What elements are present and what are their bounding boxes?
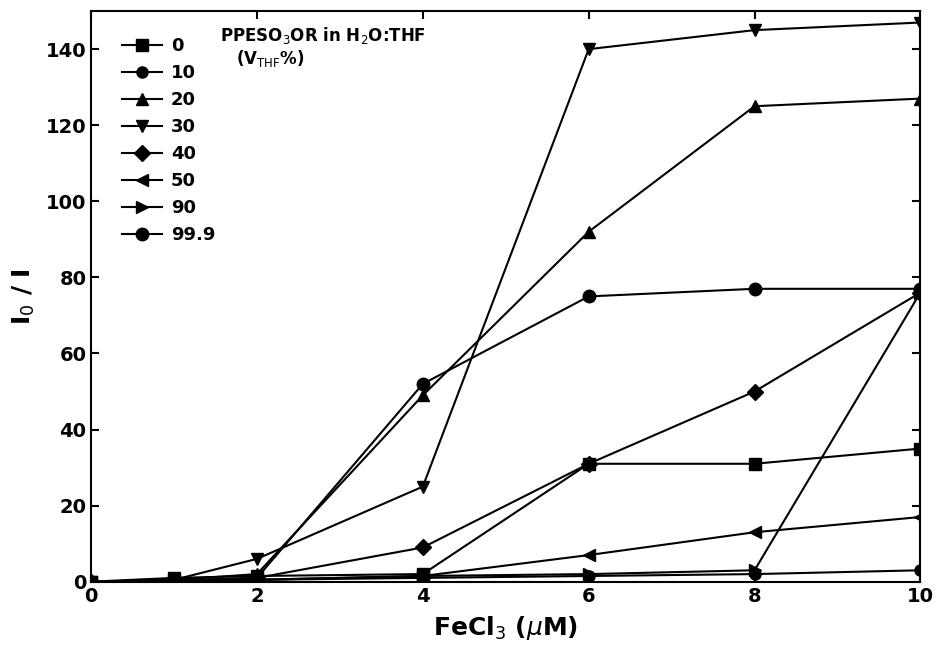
- 0: [748, 460, 759, 468]
- Line: 99.9: 99.9: [85, 283, 926, 588]
- 0: [416, 570, 428, 578]
- Line: 20: 20: [85, 92, 926, 588]
- 10: [748, 570, 759, 578]
- 99.9: [168, 577, 179, 584]
- 40: [168, 577, 179, 584]
- 90: [748, 566, 759, 574]
- 50: [914, 513, 925, 521]
- 40: [251, 574, 262, 582]
- 30: [168, 576, 179, 584]
- 20: [416, 391, 428, 399]
- 50: [582, 551, 594, 559]
- 20: [582, 228, 594, 236]
- 50: [85, 578, 96, 586]
- 20: [251, 570, 262, 578]
- 30: [416, 483, 428, 490]
- 99.9: [914, 285, 925, 293]
- 99.9: [85, 578, 96, 586]
- Line: 0: 0: [86, 443, 925, 587]
- 0: [251, 572, 262, 580]
- X-axis label: FeCl$_3$ ($\mu$M): FeCl$_3$ ($\mu$M): [432, 614, 578, 642]
- 99.9: [251, 574, 262, 582]
- 40: [582, 460, 594, 468]
- 50: [416, 572, 428, 580]
- 90: [416, 572, 428, 580]
- 20: [748, 103, 759, 110]
- 40: [416, 543, 428, 551]
- Legend: 0, 10, 20, 30, 40, 50, 90, 99.9: 0, 10, 20, 30, 40, 50, 90, 99.9: [117, 31, 221, 249]
- Line: 90: 90: [85, 287, 926, 588]
- 40: [914, 289, 925, 296]
- 10: [251, 576, 262, 584]
- 99.9: [416, 380, 428, 388]
- 0: [168, 574, 179, 582]
- 99.9: [748, 285, 759, 293]
- 90: [251, 576, 262, 584]
- 10: [582, 572, 594, 580]
- Line: 10: 10: [86, 565, 925, 587]
- Line: 30: 30: [85, 16, 926, 588]
- 90: [168, 577, 179, 584]
- 30: [85, 578, 96, 586]
- 0: [914, 445, 925, 453]
- 20: [85, 578, 96, 586]
- 10: [416, 574, 428, 582]
- Line: 50: 50: [85, 511, 926, 588]
- 40: [85, 578, 96, 586]
- 20: [914, 95, 925, 103]
- 99.9: [582, 293, 594, 300]
- 10: [168, 577, 179, 584]
- 30: [748, 26, 759, 34]
- 90: [85, 578, 96, 586]
- 90: [582, 570, 594, 578]
- 0: [85, 578, 96, 586]
- 90: [914, 289, 925, 296]
- Y-axis label: I$_0$ / I: I$_0$ / I: [11, 268, 37, 325]
- 10: [85, 578, 96, 586]
- 30: [582, 45, 594, 53]
- 30: [914, 18, 925, 26]
- 50: [251, 576, 262, 584]
- Text: (V$_{\mathrm{THF}}$%): (V$_{\mathrm{THF}}$%): [236, 48, 304, 69]
- 40: [748, 388, 759, 396]
- 30: [251, 555, 262, 563]
- Text: PPESO$_3$OR in H$_2$O:THF: PPESO$_3$OR in H$_2$O:THF: [219, 25, 425, 46]
- 0: [582, 460, 594, 468]
- Line: 40: 40: [86, 287, 925, 587]
- 50: [168, 577, 179, 584]
- 50: [748, 528, 759, 536]
- 10: [914, 566, 925, 574]
- 20: [168, 576, 179, 584]
